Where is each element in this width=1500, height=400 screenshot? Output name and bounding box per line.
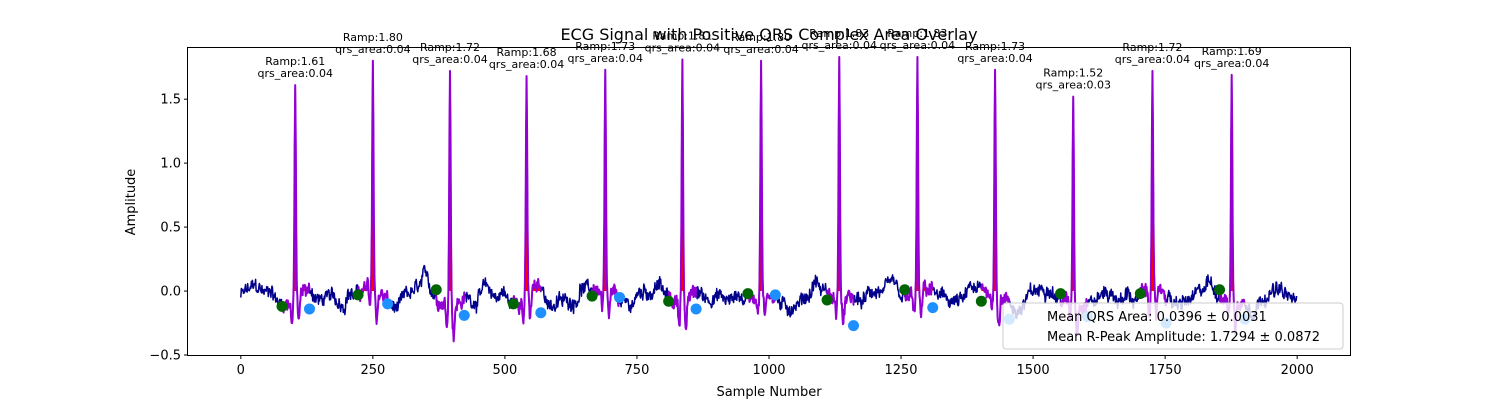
- qrs-segment-1: [281, 84, 311, 325]
- qrs-onset-marker-12: [1134, 288, 1146, 300]
- beat-ramp-label-10: Ramp:1.73: [965, 40, 1025, 53]
- legend-entry-r-peak-amplitude: Mean R-Peak Amplitude: 1.7294 ± 0.0872: [1047, 330, 1320, 345]
- legend-box: [1002, 302, 1344, 350]
- x-tick-label-1500: 1500: [1017, 363, 1050, 378]
- beat-ramp-label-4: Ramp:1.68: [497, 46, 557, 59]
- x-tick-label-1750: 1750: [1149, 363, 1182, 378]
- x-axis-label: Sample Number: [716, 385, 822, 400]
- beat-ramp-label-11: Ramp:1.52: [1043, 67, 1103, 80]
- qrs-offset-marker-7: [769, 289, 781, 301]
- beat-qrs-area-label-4: qrs_area:0.04: [489, 58, 564, 71]
- x-tick-label-1250: 1250: [884, 363, 917, 378]
- beat-ramp-label-2: Ramp:1.80: [343, 31, 403, 44]
- qrs-segment-9: [903, 55, 934, 319]
- y-tick-label-0: −0.5: [149, 349, 181, 364]
- y-tick-label-1: 0.0: [160, 285, 181, 300]
- qrs-offset-marker-2: [382, 298, 394, 310]
- beat-ramp-label-9: Ramp:1.83: [887, 27, 947, 40]
- beat-qrs-area-label-13: qrs_area:0.04: [1194, 57, 1269, 70]
- x-tick-label-1000: 1000: [752, 363, 785, 378]
- beat-qrs-area-label-7: qrs_area:0.04: [723, 43, 798, 56]
- x-tick-label-250: 250: [360, 363, 385, 378]
- qrs-onset-marker-2: [352, 289, 364, 301]
- x-tick-label-2000: 2000: [1281, 363, 1314, 378]
- qrs-onset-marker-8: [821, 294, 833, 306]
- legend: Mean QRS Area: 0.0396 ± 0.0031 Mean R-Pe…: [1002, 302, 1344, 350]
- beat-ramp-label-13: Ramp:1.69: [1202, 45, 1262, 58]
- beat-qrs-area-label-9: qrs_area:0.04: [880, 39, 955, 52]
- y-tick-label-2: 0.5: [160, 221, 181, 236]
- beat-qrs-area-label-11: qrs_area:0.03: [1035, 79, 1110, 92]
- beat-qrs-area-label-6: qrs_area:0.04: [645, 42, 720, 55]
- qrs-segment-3: [435, 70, 466, 343]
- plot-area: Ramp:1.61qrs_area:0.04Ramp:1.80qrs_area:…: [240, 27, 1298, 343]
- beat-qrs-area-label-2: qrs_area:0.04: [335, 43, 410, 56]
- qrs-onset-marker-9: [899, 284, 911, 296]
- qrs-offset-marker-9: [927, 302, 939, 314]
- qrs-onset-marker-5: [586, 290, 598, 302]
- qrs-onset-marker-13: [1214, 284, 1226, 296]
- qrs-segment-2: [357, 59, 389, 325]
- qrs-onset-marker-7: [742, 288, 754, 300]
- beat-ramp-label-1: Ramp:1.61: [265, 55, 325, 68]
- beat-qrs-area-label-10: qrs_area:0.04: [957, 52, 1032, 65]
- x-tick-label-750: 750: [625, 363, 650, 378]
- x-tick-label-0: 0: [237, 363, 245, 378]
- beat-ramp-label-6: Ramp:1.81: [652, 30, 712, 43]
- qrs-onset-marker-1: [276, 300, 288, 312]
- beat-qrs-area-label-5: qrs_area:0.04: [568, 52, 643, 65]
- chart-title: ECG Signal with Positive QRS Complex Are…: [560, 25, 977, 44]
- qrs-onset-marker-6: [663, 295, 675, 307]
- qrs-segment-13: [1218, 73, 1246, 336]
- qrs-offset-marker-6: [690, 303, 702, 315]
- beat-qrs-area-label-1: qrs_area:0.04: [257, 67, 332, 80]
- qrs-offset-marker-1: [303, 303, 315, 315]
- qrs-segment-6: [667, 58, 698, 331]
- qrs-onset-marker-3: [430, 284, 442, 296]
- qrs-segment-12: [1139, 70, 1168, 321]
- beat-qrs-area-label-8: qrs_area:0.04: [802, 39, 877, 52]
- x-tick-label-500: 500: [492, 363, 517, 378]
- qrs-segment-8: [826, 55, 855, 326]
- qrs-onset-marker-10: [975, 295, 987, 307]
- qrs-offset-marker-4: [535, 307, 547, 319]
- axes-ticks: 0 250 500 750 1000 1250 1500 1750 2000 −0.5 0.0 0.5…: [149, 93, 1313, 378]
- beat-ramp-label-5: Ramp:1.73: [575, 40, 635, 53]
- qrs-offset-marker-5: [614, 291, 626, 303]
- y-tick-label-3: 1.0: [160, 157, 181, 172]
- qrs-onset-marker-4: [507, 298, 519, 310]
- beat-qrs-area-label-3: qrs_area:0.04: [412, 53, 487, 66]
- y-tick-label-4: 1.5: [160, 93, 181, 108]
- qrs-offset-marker-8: [848, 320, 860, 332]
- beat-qrs-area-label-12: qrs_area:0.04: [1115, 53, 1190, 66]
- qrs-offset-marker-3: [458, 309, 470, 321]
- qrs-segment-10: [980, 68, 1011, 327]
- y-axis-label: Amplitude: [124, 169, 139, 236]
- qrs-segment-11: [1059, 95, 1089, 337]
- beat-ramp-label-8: Ramp:1.83: [809, 27, 869, 40]
- legend-entry-qrs-area: Mean QRS Area: 0.0396 ± 0.0031: [1047, 310, 1267, 325]
- qrs-onset-marker-11: [1055, 288, 1067, 300]
- beat-ramp-label-7: Ramp:1.80: [731, 31, 791, 44]
